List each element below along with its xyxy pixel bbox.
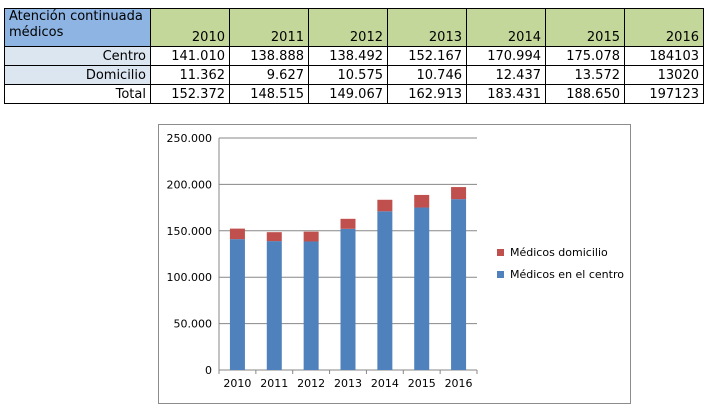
table-cell: 149.067 [308, 84, 388, 104]
table-cell: 12.437 [466, 65, 546, 85]
year-header-4: 2014 [466, 8, 546, 47]
bar-centro [229, 239, 245, 370]
table-cell: 138.888 [229, 46, 309, 66]
bar-centro [266, 241, 282, 370]
header-label: Atención continuada médicos [4, 8, 151, 47]
table-cell: 188.650 [545, 84, 625, 104]
table-cell: 170.994 [466, 46, 546, 66]
legend-label-domicilio: Médicos domicilio [510, 246, 608, 259]
bar-domicilio [377, 199, 393, 212]
x-tick-label: 2016 [445, 377, 473, 390]
y-tick-label: 250.000 [167, 132, 213, 145]
y-tick-label: 150.000 [167, 225, 213, 238]
table-cell: 10.575 [308, 65, 388, 85]
table-cell: 13020 [624, 65, 704, 85]
table-row: Total 152.372 148.515 149.067 162.913 183.431… [4, 84, 704, 104]
y-tick-label: 100.000 [167, 271, 213, 284]
table-cell: 141.010 [150, 46, 230, 66]
table-cell: 148.515 [229, 84, 309, 104]
table-cell: 175.078 [545, 46, 625, 66]
table-row: Domicilio 11.362 9.627 10.575 10.746 12.437 13… [4, 65, 704, 85]
y-tick-label: 50.000 [174, 318, 213, 331]
table-cell: 13.572 [545, 65, 625, 85]
bar-domicilio [414, 194, 430, 208]
header-row: Atención continuada médicos 2010 2011 2012 2… [4, 8, 704, 47]
x-tick-label: 2012 [297, 377, 325, 390]
legend-swatch-centro [497, 271, 504, 278]
year-header-6: 2016 [624, 8, 704, 47]
table-cell: 162.913 [387, 84, 467, 104]
year-header-1: 2011 [229, 8, 309, 47]
legend-swatch-domicilio [497, 249, 504, 256]
row-label: Domicilio [4, 65, 151, 85]
chart-container: 0 50.000 100.000 150.000 200.000 250.000 2010 2… [158, 124, 631, 404]
row-label: Total [4, 84, 151, 104]
bar-centro [340, 228, 356, 370]
y-tick-label: 0 [205, 364, 212, 377]
bar-domicilio [451, 187, 467, 200]
x-tick-label: 2010 [223, 377, 251, 390]
x-tick-label: 2014 [371, 377, 399, 390]
bar-centro [451, 199, 467, 370]
row-label: Centro [4, 46, 151, 66]
table-cell: 197123 [624, 84, 704, 104]
x-tick-label: 2013 [334, 377, 362, 390]
legend-label-centro: Médicos en el centro [510, 268, 624, 281]
y-tick-label: 200.000 [167, 178, 213, 191]
bar-domicilio [266, 232, 282, 242]
table-cell: 183.431 [466, 84, 546, 104]
table-cell: 10.746 [387, 65, 467, 85]
year-header-5: 2015 [545, 8, 625, 47]
table-row: Centro 141.010 138.888 138.492 152.167 170.99… [4, 46, 704, 66]
bar-centro [303, 241, 319, 370]
stacked-bar-chart: 0 50.000 100.000 150.000 200.000 250.000 2010 2… [167, 132, 478, 390]
legend-item-domicilio: Médicos domicilio [497, 246, 608, 259]
data-table: Atención continuada médicos 2010 2011 2012 2… [4, 8, 704, 104]
table-cell: 11.362 [150, 65, 230, 85]
table-body: Atención continuada médicos 2010 2011 2012 2… [4, 8, 704, 104]
table-cell: 152.372 [150, 84, 230, 104]
legend-item-centro: Médicos en el centro [497, 268, 624, 281]
x-tick-label: 2015 [408, 377, 436, 390]
table-cell: 184103 [624, 46, 704, 66]
bar-centro [377, 211, 393, 370]
year-header-2: 2012 [308, 8, 388, 47]
year-header-3: 2013 [387, 8, 467, 47]
bar-domicilio [340, 218, 356, 229]
bar-domicilio [229, 228, 245, 240]
bar-domicilio [303, 231, 319, 242]
table-cell: 152.167 [387, 46, 467, 66]
bar-centro [414, 207, 430, 370]
year-header-0: 2010 [150, 8, 230, 47]
table-cell: 138.492 [308, 46, 388, 66]
x-tick-label: 2011 [260, 377, 288, 390]
table-cell: 9.627 [229, 65, 309, 85]
